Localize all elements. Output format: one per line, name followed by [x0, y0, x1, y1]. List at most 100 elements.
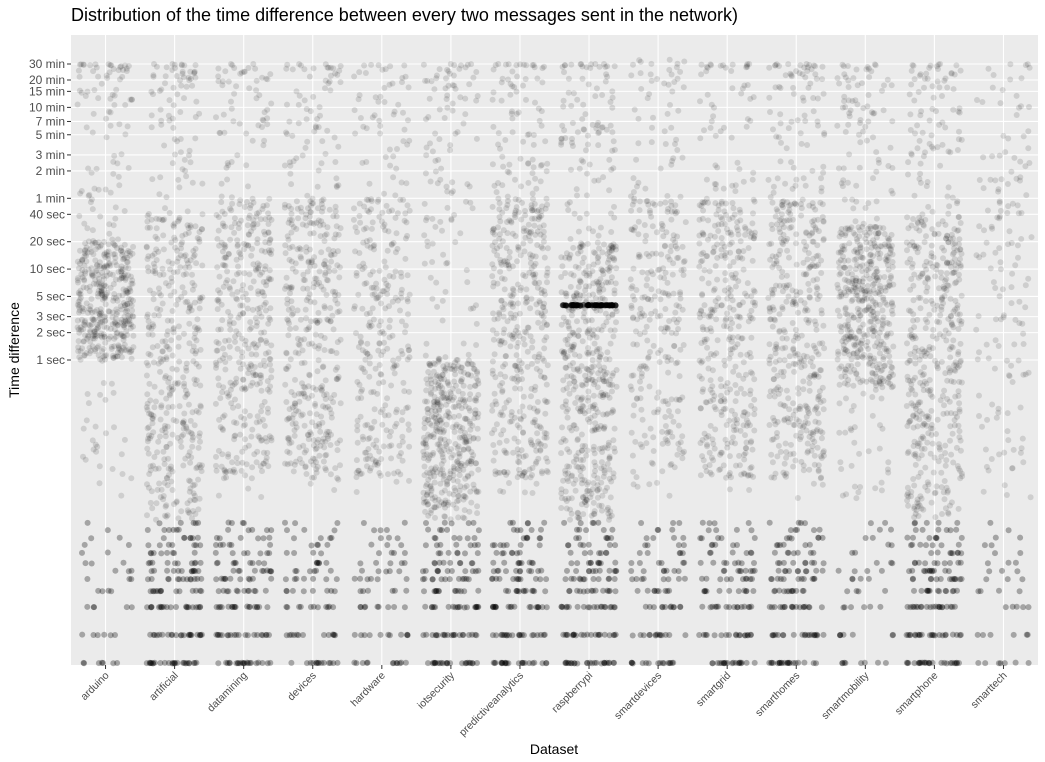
data-point [312, 331, 319, 338]
data-point [369, 114, 376, 121]
data-point [528, 393, 534, 400]
data-point [266, 249, 273, 256]
data-point [289, 132, 296, 139]
data-point [118, 306, 125, 313]
data-point [169, 468, 176, 475]
data-point [116, 346, 123, 353]
data-point [503, 353, 509, 359]
data-point [592, 93, 599, 100]
data-point [241, 408, 248, 415]
data-point [532, 416, 538, 423]
data-point [76, 291, 83, 298]
data-point [392, 268, 399, 275]
data-point [263, 282, 270, 289]
data-point [191, 252, 198, 258]
data-point [81, 262, 88, 269]
data-point [572, 400, 579, 406]
data-point [187, 159, 194, 166]
data-point [253, 419, 260, 426]
data-point [244, 550, 251, 556]
data-point [153, 516, 159, 523]
data-point [500, 227, 507, 234]
data-point [82, 560, 89, 567]
data-point [282, 381, 289, 388]
data-point [333, 576, 340, 583]
data-point [679, 455, 686, 462]
data-point [452, 239, 459, 246]
data-point [89, 227, 96, 234]
data-point [499, 75, 506, 82]
data-point [468, 458, 475, 465]
data-point [579, 338, 586, 345]
data-point [213, 364, 219, 371]
data-point [635, 218, 642, 225]
data-point [559, 424, 565, 431]
data-point [496, 311, 503, 318]
data-point [325, 317, 332, 324]
data-point [265, 349, 272, 356]
data-point [175, 255, 182, 262]
data-point [672, 210, 679, 217]
data-point [221, 412, 228, 419]
data-point [659, 440, 666, 447]
data-point [148, 433, 155, 439]
data-point [259, 416, 266, 423]
data-point [97, 319, 104, 325]
data-point [574, 509, 581, 516]
data-point [89, 206, 96, 213]
data-point [331, 527, 338, 534]
data-point [590, 403, 597, 410]
data-point [577, 473, 584, 479]
data-point [284, 233, 291, 240]
data-point [359, 347, 366, 354]
data-point [512, 311, 519, 318]
data-point [199, 211, 206, 218]
data-point [267, 356, 274, 363]
data-point [497, 218, 504, 225]
data-point [596, 129, 603, 136]
data-point [268, 575, 275, 582]
data-point [509, 129, 516, 136]
data-point [505, 660, 512, 667]
data-point [297, 316, 304, 323]
data-point [421, 463, 428, 470]
data-point [392, 249, 399, 256]
data-point [585, 479, 592, 486]
data-point [351, 73, 358, 80]
data-point [641, 222, 648, 228]
data-point [327, 87, 334, 94]
data-point [515, 281, 521, 288]
data-point [644, 276, 651, 282]
data-point [124, 289, 131, 296]
data-point [199, 180, 206, 187]
data-point [245, 485, 252, 492]
data-point [113, 306, 120, 313]
data-point [242, 421, 248, 428]
data-point [166, 97, 173, 104]
data-point [369, 424, 376, 431]
data-point [560, 477, 567, 484]
data-point [595, 142, 602, 149]
data-point [452, 487, 459, 494]
data-point [213, 534, 220, 541]
data-point [538, 567, 545, 574]
data-point [192, 245, 199, 252]
data-point [316, 268, 323, 275]
data-point [237, 534, 244, 541]
data-point [266, 195, 273, 202]
data-point [585, 292, 592, 299]
data-point [119, 292, 126, 299]
data-point [96, 259, 103, 266]
data-point [89, 333, 96, 340]
data-point [589, 121, 596, 128]
data-point [155, 285, 162, 292]
data-point [175, 218, 182, 225]
data-point [421, 260, 428, 267]
data-point [171, 288, 178, 295]
data-point [327, 442, 334, 448]
data-point [160, 271, 167, 278]
data-point [182, 455, 189, 462]
data-point [113, 311, 120, 318]
data-point [436, 106, 443, 113]
data-point [80, 321, 87, 328]
